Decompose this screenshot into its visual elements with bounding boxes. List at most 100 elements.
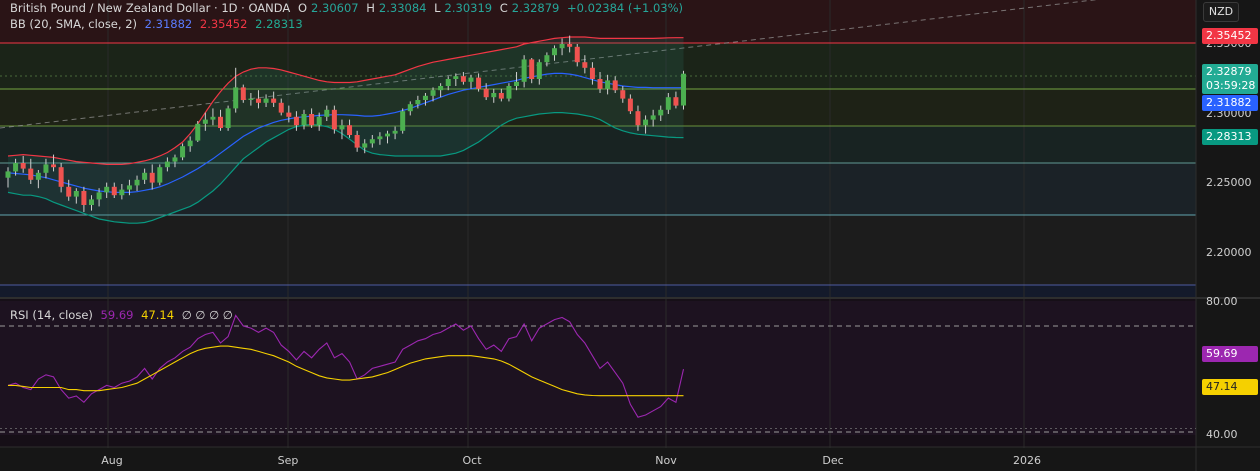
candle-body-65 bbox=[498, 93, 504, 99]
candle-body-19 bbox=[149, 172, 155, 183]
time-label-oct: Oct bbox=[462, 454, 482, 467]
candle-body-10 bbox=[81, 191, 87, 205]
ohlc-close: C 2.32879 bbox=[499, 1, 560, 15]
close-price-value: 2.32879 bbox=[1206, 65, 1252, 78]
rsi-extra-values: ∅ ∅ ∅ ∅ bbox=[181, 308, 233, 322]
candle-body-7 bbox=[58, 167, 64, 187]
candle-body-85 bbox=[650, 115, 656, 120]
candle-body-89 bbox=[681, 73, 687, 106]
candle-body-4 bbox=[35, 172, 41, 180]
upper-zone-band bbox=[0, 0, 1196, 43]
candle-body-67 bbox=[514, 81, 520, 86]
time-label-sep: Sep bbox=[277, 454, 299, 467]
candle-body-86 bbox=[658, 109, 664, 116]
candle-body-87 bbox=[665, 97, 671, 110]
candle-body-12 bbox=[96, 192, 102, 200]
candle-body-30 bbox=[233, 87, 239, 109]
candle-body-66 bbox=[506, 86, 512, 99]
ohlc-high: H 2.33084 bbox=[366, 1, 427, 15]
candle-body-69 bbox=[529, 59, 535, 79]
rsi-value: 59.69 bbox=[100, 308, 134, 322]
candle-body-45 bbox=[347, 125, 353, 135]
candle-body-33 bbox=[255, 98, 261, 103]
candle-body-88 bbox=[673, 97, 679, 106]
candle-body-14 bbox=[111, 186, 117, 196]
candle-body-26 bbox=[202, 119, 208, 124]
candle-body-38 bbox=[293, 116, 299, 126]
candle-body-61 bbox=[468, 77, 474, 82]
candle-body-64 bbox=[491, 93, 497, 98]
candle-body-20 bbox=[157, 167, 163, 183]
price-label-225: 2.25000 bbox=[1206, 176, 1252, 189]
rsi-ma-tag: 47.14 bbox=[1202, 379, 1258, 395]
candle-body-41 bbox=[316, 116, 322, 126]
candle-body-15 bbox=[119, 189, 125, 196]
candle-body-37 bbox=[286, 112, 292, 117]
bb-upper-line bbox=[7, 36, 684, 165]
close-price-tag: 2.32879 03:59:28 bbox=[1202, 64, 1258, 94]
candle-body-9 bbox=[73, 191, 79, 197]
candle-body-29 bbox=[225, 108, 231, 128]
mid-band bbox=[0, 90, 1196, 126]
candle-body-55 bbox=[422, 95, 428, 100]
candle-body-35 bbox=[271, 98, 277, 103]
rsi-tag: 59.69 bbox=[1202, 346, 1258, 362]
candle-body-22 bbox=[172, 157, 178, 162]
candle-body-74 bbox=[567, 44, 573, 47]
candle-body-1 bbox=[13, 163, 19, 172]
candle-body-5 bbox=[43, 164, 49, 173]
bb-lower-line bbox=[7, 112, 684, 224]
candle-body-25 bbox=[195, 123, 201, 141]
lower-blue-band bbox=[0, 163, 1196, 215]
candle-body-70 bbox=[536, 62, 542, 79]
candle-body-0 bbox=[5, 171, 11, 178]
candle-body-52 bbox=[400, 111, 406, 131]
time-label-aug: Aug bbox=[101, 454, 123, 467]
candle-body-13 bbox=[104, 186, 110, 193]
candle-body-83 bbox=[635, 111, 641, 126]
candle-body-81 bbox=[620, 90, 626, 99]
candle-body-36 bbox=[278, 102, 284, 113]
candle-body-73 bbox=[559, 44, 565, 49]
price-label-220: 2.20000 bbox=[1206, 246, 1252, 259]
ohlc-low: L 2.30319 bbox=[434, 1, 493, 15]
candle-body-51 bbox=[392, 130, 398, 134]
candle-body-78 bbox=[597, 79, 603, 89]
candle-body-31 bbox=[240, 87, 246, 100]
candle-body-27 bbox=[210, 116, 216, 120]
candle-body-16 bbox=[126, 185, 132, 190]
symbol-title: British Pound / New Zealand Dollar · 1D … bbox=[10, 1, 291, 15]
rsi-label-80: 80.00 bbox=[1206, 295, 1238, 308]
candle-body-75 bbox=[574, 46, 580, 63]
bb-upper-value: 2.35452 bbox=[199, 17, 248, 31]
candle-body-76 bbox=[582, 62, 588, 68]
candle-body-46 bbox=[354, 135, 360, 148]
rsi-legend[interactable]: RSI (14, close) 59.69 47.14 ∅ ∅ ∅ ∅ bbox=[10, 308, 237, 322]
candle-body-17 bbox=[134, 179, 140, 186]
price-change: +0.02384 (+1.03%) bbox=[567, 1, 684, 15]
rsi-ma-line bbox=[8, 345, 684, 397]
currency-button[interactable]: NZD bbox=[1203, 2, 1239, 22]
bb-upper-tag: 2.35452 bbox=[1202, 28, 1258, 44]
rsi-line bbox=[7, 314, 685, 418]
symbol-legend: British Pound / New Zealand Dollar · 1D … bbox=[10, 1, 687, 15]
bb-legend[interactable]: BB (20, SMA, close, 2) 2.31882 2.35452 2… bbox=[10, 17, 307, 31]
trendline bbox=[0, 0, 1098, 129]
time-label-nov: Nov bbox=[655, 454, 677, 467]
candle-body-84 bbox=[643, 119, 649, 126]
candle-body-53 bbox=[407, 104, 413, 112]
candle-body-42 bbox=[324, 109, 330, 117]
candle-body-62 bbox=[476, 77, 482, 89]
candle-body-60 bbox=[460, 76, 466, 82]
bb-basis-tag: 2.31882 bbox=[1202, 95, 1258, 111]
rsi-band-fill bbox=[0, 301, 1196, 435]
candle-body-6 bbox=[51, 164, 57, 168]
candle-body-44 bbox=[339, 125, 345, 130]
rsi-label: RSI (14, close) bbox=[10, 308, 93, 322]
candle-body-43 bbox=[331, 109, 337, 130]
candle-body-47 bbox=[362, 143, 368, 148]
bb-lower-value: 2.28313 bbox=[255, 17, 303, 31]
candle-body-3 bbox=[28, 168, 34, 180]
candle-body-71 bbox=[544, 55, 550, 63]
